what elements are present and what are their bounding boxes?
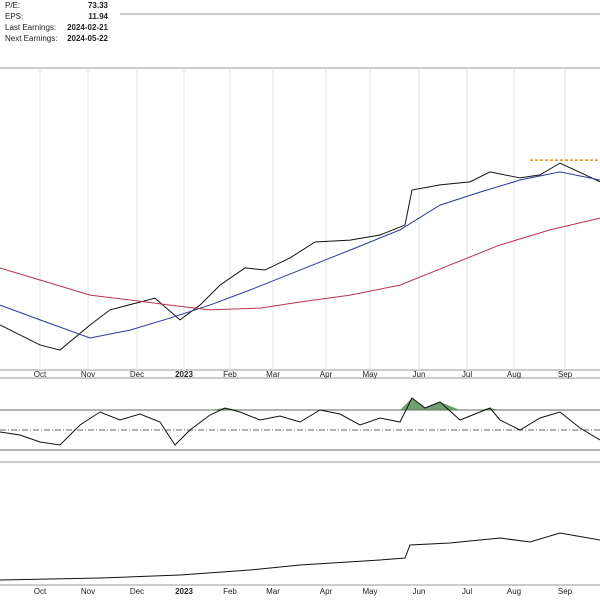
overbought-fill — [0, 398, 600, 410]
x-tick-label: Sep — [558, 587, 573, 596]
x-tick-label: Sep — [558, 370, 573, 379]
x-tick-label: Jun — [413, 370, 426, 379]
x-tick-label: Oct — [34, 370, 47, 379]
x-tick-label: Jul — [462, 370, 472, 379]
x-tick-label: Oct — [34, 587, 47, 596]
series-line — [0, 397, 600, 446]
x-tick-label: Apr — [320, 587, 333, 596]
info-value: 2024-02-21 — [67, 23, 108, 32]
info-value: 11.94 — [88, 12, 108, 21]
series-line — [0, 532, 600, 581]
x-tick-label: Nov — [81, 587, 95, 596]
x-tick-label: Mar — [266, 587, 280, 596]
x-tick-label: Jul — [462, 587, 472, 596]
info-label: P/E: — [5, 1, 20, 10]
x-tick-label: Mar — [266, 370, 280, 379]
x-tick-label: Aug — [507, 370, 521, 379]
info-value: 73.33 — [88, 1, 109, 10]
series-line — [0, 171, 600, 339]
x-tick-label: Dec — [130, 370, 144, 379]
info-label: Next Earnings: — [5, 34, 57, 43]
x-tick-label: Feb — [223, 587, 237, 596]
x-tick-label: Feb — [223, 370, 237, 379]
x-tick-label: Jun — [413, 587, 426, 596]
x-tick-label: Apr — [320, 370, 333, 379]
x-tick-label: 2023 — [175, 370, 193, 379]
x-tick-label: Dec — [130, 587, 144, 596]
series-line — [0, 162, 600, 351]
x-tick-label: May — [362, 370, 377, 379]
x-tick-label: Nov — [81, 370, 95, 379]
info-value: 2024-05-22 — [67, 34, 108, 43]
x-tick-label: Aug — [507, 587, 521, 596]
info-label: EPS: — [5, 12, 23, 21]
info-label: Last Earnings: — [5, 23, 56, 32]
x-tick-label: May — [362, 587, 377, 596]
series-line — [0, 217, 600, 311]
x-tick-label: 2023 — [175, 587, 193, 596]
